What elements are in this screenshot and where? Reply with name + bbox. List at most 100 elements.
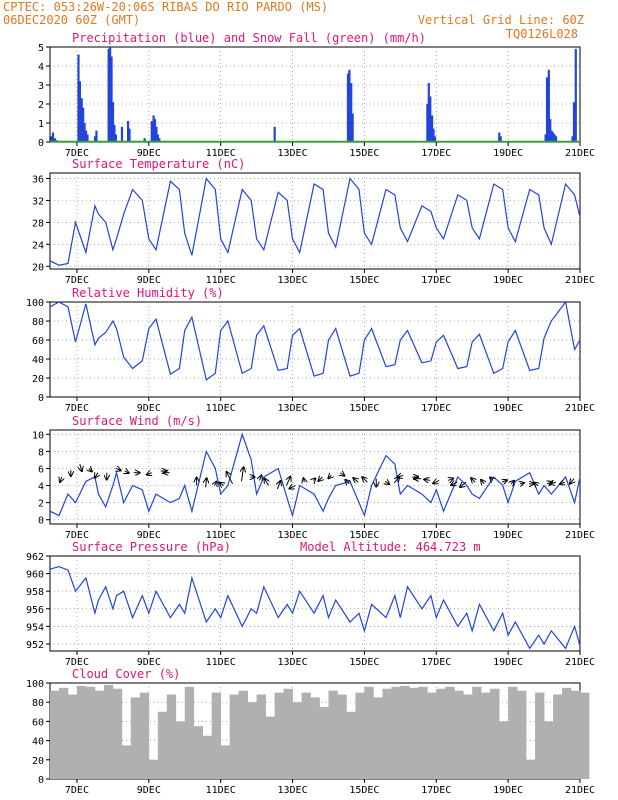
wind-arrow: [264, 479, 268, 486]
pressure-xtick-label: 7DEC: [65, 657, 89, 668]
precip-bar: [544, 134, 547, 142]
wind-arrow: [277, 481, 280, 490]
cloud-ytick-label: 100: [26, 679, 44, 690]
humidity-title: Relative Humidity (%): [72, 286, 224, 300]
cloud-bar: [436, 688, 446, 779]
precip-bar: [545, 77, 549, 142]
precip-bar: [77, 54, 80, 142]
pressure-xtick-label: 19DEC: [493, 657, 523, 668]
precip-bar: [53, 138, 56, 142]
pressure-line: [49, 565, 581, 650]
cloud-bar: [157, 711, 168, 779]
precip-bar: [351, 113, 354, 142]
cloud-xtick-label: 13DEC: [277, 785, 307, 796]
cloud-bar: [517, 690, 527, 779]
humidity-xtick-label: 17DEC: [421, 403, 451, 414]
cloud-bar: [382, 688, 392, 779]
cloud-ytick-label: 40: [32, 737, 44, 748]
precip-frame: [49, 46, 581, 143]
cloud-bar: [319, 707, 329, 779]
cloud-bar: [121, 745, 132, 779]
cloud-bar: [193, 726, 204, 779]
precip-ytick-label: 2: [38, 100, 44, 111]
precip-title: Precipitation (blue) and Snow Fall (gree…: [72, 31, 426, 45]
pressure-xtick-label: 13DEC: [277, 657, 307, 668]
precip-bar: [111, 102, 115, 142]
humidity-ytick-label: 60: [32, 336, 44, 347]
precip-bar: [499, 136, 502, 142]
wind-arrow: [220, 483, 224, 486]
cloud-bar: [202, 735, 213, 779]
precip-bar: [82, 107, 85, 142]
precip-bar: [550, 130, 553, 142]
precip-bar: [158, 138, 161, 142]
humidity-xtick-label: 15DEC: [349, 403, 379, 414]
temperature-title: Surface Temperature (nC): [72, 157, 245, 171]
precip-bar: [273, 126, 276, 142]
cloud-xtick-label: 9DEC: [137, 785, 161, 796]
precip-bar: [120, 126, 124, 142]
wind-arrow: [460, 482, 467, 487]
wind-arrow: [511, 481, 514, 484]
wind-arrow: [353, 478, 358, 482]
cloud-bar: [148, 759, 159, 779]
precip-bar: [109, 47, 112, 142]
temperature-xtick-label: 7DEC: [65, 275, 89, 286]
wind-ytick-label: 6: [38, 464, 44, 475]
precip-bar: [51, 132, 55, 142]
wind-arrow: [215, 482, 217, 486]
cloud-bar: [274, 692, 284, 779]
wind-frame: [49, 429, 581, 525]
cloud-bar: [571, 690, 581, 779]
temperature-frame: [49, 172, 581, 270]
pressure-title: Surface Pressure (hPa): [72, 540, 231, 554]
wind-arrow: [303, 478, 304, 482]
precip-xtick-label: 9DEC: [137, 148, 161, 159]
wind-arrow: [345, 480, 349, 484]
temperature-xtick-label: 17DEC: [421, 275, 451, 286]
precip-bar: [155, 126, 158, 142]
precip-xtick-label: 19DEC: [493, 148, 523, 159]
cloud-bar: [508, 686, 518, 779]
cloud-bar: [76, 685, 87, 779]
wind-arrow: [313, 478, 315, 480]
cloud-bar: [94, 690, 105, 779]
cloud-bar: [166, 694, 177, 779]
wind-arrow: [95, 473, 98, 478]
cloud-bar: [580, 692, 590, 779]
cloud-bar: [418, 686, 428, 779]
wind-arrow: [397, 475, 404, 477]
precip-bar: [571, 136, 574, 142]
wind-arrow: [147, 473, 152, 475]
cloud-bar: [139, 692, 150, 779]
wind-arrow: [318, 477, 322, 481]
temperature-ytick-label: 28: [32, 218, 44, 229]
humidity-xtick-label: 11DEC: [206, 403, 236, 414]
wind-arrow: [125, 471, 129, 473]
wind-ytick-label: 10: [32, 430, 44, 441]
wind-arrow: [116, 468, 121, 470]
precip-bar: [80, 98, 83, 142]
cloud-bar: [409, 687, 419, 779]
header-run-date: 06DEC2020 60Z (GMT): [3, 13, 141, 27]
cloud-bar: [301, 692, 311, 779]
wind-arrow: [362, 477, 367, 482]
pressure-annotation: Model Altitude: 464.723 m: [300, 540, 481, 554]
pressure-ytick-label: 958: [26, 587, 44, 598]
wind-ytick-label: 0: [38, 516, 44, 527]
wind-xtick-label: 19DEC: [493, 530, 523, 541]
cloud-bar: [112, 688, 123, 779]
pressure-xtick-label: 9DEC: [137, 657, 161, 668]
wind-arrow: [560, 482, 565, 484]
precip-ytick-label: 3: [38, 81, 44, 92]
pressure-ytick-label: 956: [26, 605, 44, 616]
cloud-bar: [211, 692, 222, 779]
wind-arrow: [340, 473, 344, 476]
precip-ytick-label: 0: [38, 138, 44, 149]
wind-arrow: [259, 475, 261, 480]
cloud-bar: [499, 721, 509, 779]
precip-bar: [427, 83, 430, 142]
wind-arrow: [520, 483, 524, 484]
cloud-bar: [544, 721, 554, 779]
cloud-bar: [247, 702, 257, 779]
